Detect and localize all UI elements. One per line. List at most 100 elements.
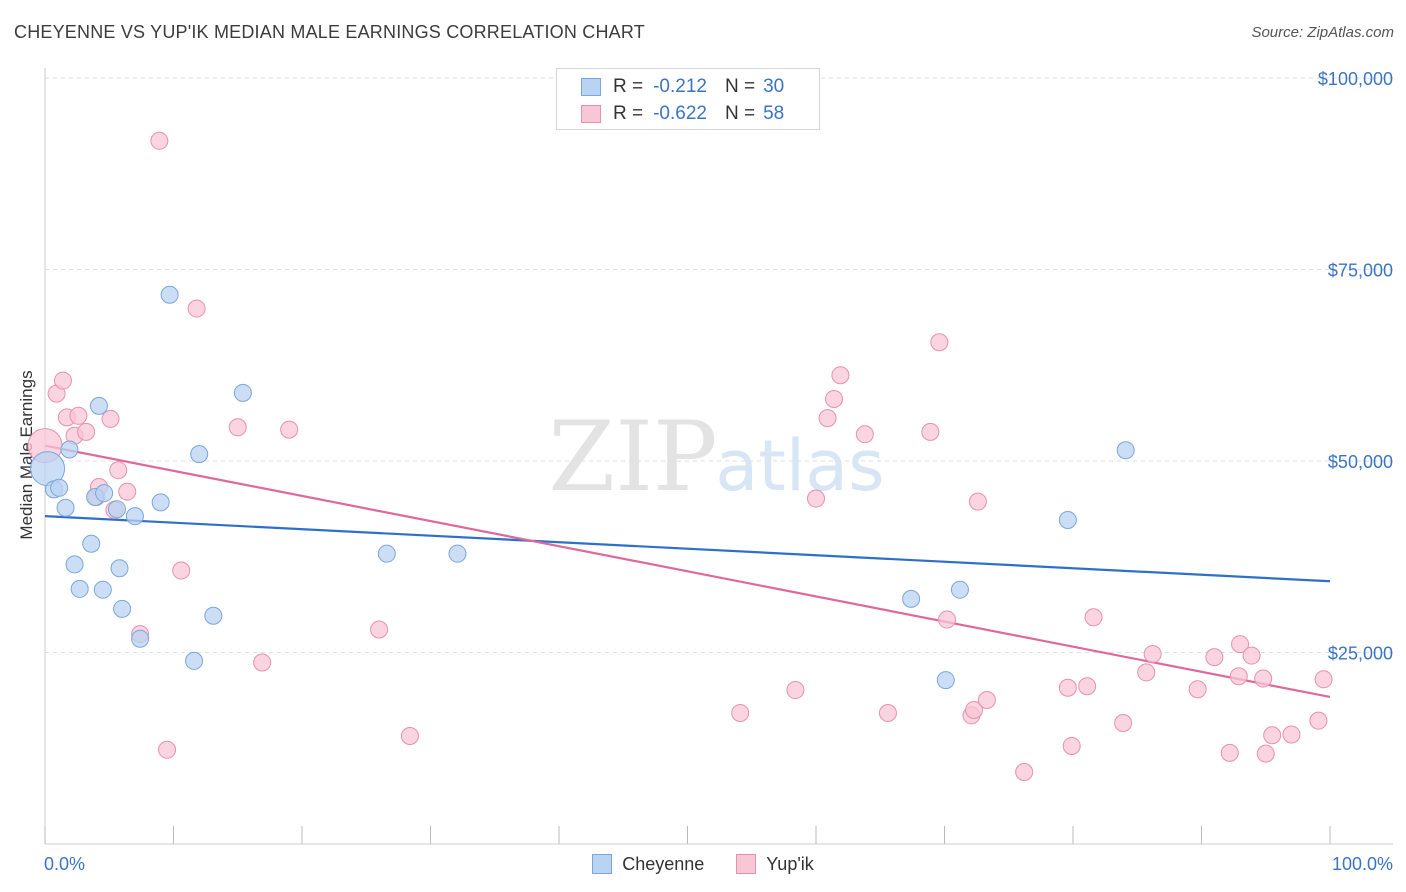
n-label: N = [724, 76, 756, 97]
yupik-point [786, 681, 805, 700]
y-tick-label: $50,000 [1328, 452, 1393, 472]
yupik-point [1143, 645, 1162, 664]
cheyenne-point [1058, 510, 1077, 529]
yupik-point [69, 406, 88, 425]
yupik-point [1256, 744, 1275, 763]
cheyenne-point [113, 599, 132, 618]
yupik-point [1263, 726, 1282, 745]
cheyenne-point [936, 671, 955, 690]
legend-item-yupik[interactable]: Yup'ik [736, 853, 814, 875]
legend-label-cheyenne: Cheyenne [622, 853, 705, 874]
n-label: N = [724, 103, 756, 124]
cheyenne-point [1116, 441, 1135, 460]
cheyenne-point [950, 580, 969, 599]
yupik-point [1254, 669, 1273, 688]
yupik-point [855, 425, 874, 444]
cheyenne-point [95, 484, 114, 503]
cheyenne-point [60, 440, 79, 459]
yupik-point [938, 610, 957, 629]
yupik-point [977, 690, 996, 709]
yupik-point [1137, 663, 1156, 682]
yupik-point [1229, 667, 1248, 686]
yupik-swatch [736, 854, 757, 874]
yupik-point [878, 704, 897, 723]
yupik-point [1220, 743, 1239, 762]
cheyenne-point [89, 396, 108, 415]
r-value: -0.212 [653, 76, 707, 97]
yupik-point [818, 409, 837, 428]
yupik-point [968, 492, 987, 511]
yupik-point [1205, 648, 1224, 667]
r-label: R = [613, 76, 644, 97]
yupik-point [1314, 670, 1333, 689]
yupik-point [1231, 635, 1250, 654]
yupik-point [158, 740, 177, 759]
n-value: 58 [763, 103, 785, 124]
yupik-trend-line [44, 444, 1331, 699]
yupik-point [1282, 725, 1301, 744]
cheyenne-point [233, 383, 252, 402]
yupik-point [965, 700, 984, 719]
cheyenne-point [190, 445, 209, 464]
correlation-legend: R = -0.212 N = 30 R = -0.622 N = 58 [556, 68, 820, 130]
watermark-zip: ZIP [548, 401, 717, 513]
yupik-point [280, 420, 299, 439]
cheyenne-point [131, 629, 150, 648]
yupik-point [1015, 762, 1034, 781]
yupik-point [109, 461, 128, 480]
cheyenne-point [82, 534, 101, 553]
yupik-point [77, 422, 96, 441]
chart-title: CHEYENNE VS YUP'IK MEDIAN MALE EARNINGS … [14, 22, 645, 42]
cheyenne-point [151, 493, 170, 512]
yupik-point [370, 620, 389, 639]
x-tick-label: 100.0% [1332, 854, 1393, 874]
cheyenne-point [185, 651, 204, 670]
y-tick-label: $25,000 [1328, 644, 1393, 664]
watermark: ZIP atlas [548, 401, 884, 513]
trend-lines [44, 444, 1331, 699]
n-value: 30 [763, 76, 785, 97]
yupik-point [731, 704, 750, 723]
cheyenne-point [70, 579, 89, 598]
tick-labels: $25,000 $50,000 $75,000 $100,000 0.0% 100.0% [44, 69, 1393, 874]
y-tick-label: $100,000 [1318, 69, 1393, 89]
cheyenne-point [125, 507, 144, 526]
cheyenne-trend-line [44, 515, 1331, 583]
y-tick-label: $75,000 [1328, 261, 1393, 281]
yupik-point [1084, 608, 1103, 627]
yupik-point [150, 131, 169, 150]
yupik-point [831, 366, 850, 385]
yupik-point [1058, 678, 1077, 697]
cheyenne-point [902, 589, 921, 608]
legend-row-cheyenne: R = -0.212 N = 30 [581, 74, 784, 100]
cheyenne-point [377, 544, 396, 563]
yupik-point [1309, 711, 1328, 730]
yupik-point [172, 561, 191, 580]
cheyenne-point [50, 478, 69, 497]
yupik-swatch [581, 105, 601, 123]
yupik-point [930, 333, 949, 352]
yupik-point [1242, 646, 1261, 665]
yupik-point [400, 726, 419, 745]
yupik-point [53, 371, 72, 390]
legend-row-yupik: R = -0.622 N = 58 [581, 101, 784, 127]
grid-lines [45, 77, 1393, 653]
yupik-point [1114, 713, 1133, 732]
data-points [27, 131, 1333, 781]
yupik-point [824, 389, 843, 408]
yupik-point [807, 489, 825, 508]
yupik-point [1062, 736, 1081, 755]
yupik-point [101, 409, 120, 428]
yupik-point [118, 482, 137, 501]
cheyenne-point [93, 580, 112, 599]
cheyenne-point [65, 555, 84, 574]
cheyenne-point [204, 606, 223, 625]
legend-label-yupik: Yup'ik [766, 853, 814, 874]
yupik-point [1188, 680, 1207, 699]
r-value: -0.622 [653, 103, 707, 124]
cheyenne-swatch [581, 78, 601, 96]
x-tick-label: 0.0% [44, 854, 85, 874]
legend-item-cheyenne[interactable]: Cheyenne [592, 854, 704, 875]
yupik-point [253, 653, 272, 672]
